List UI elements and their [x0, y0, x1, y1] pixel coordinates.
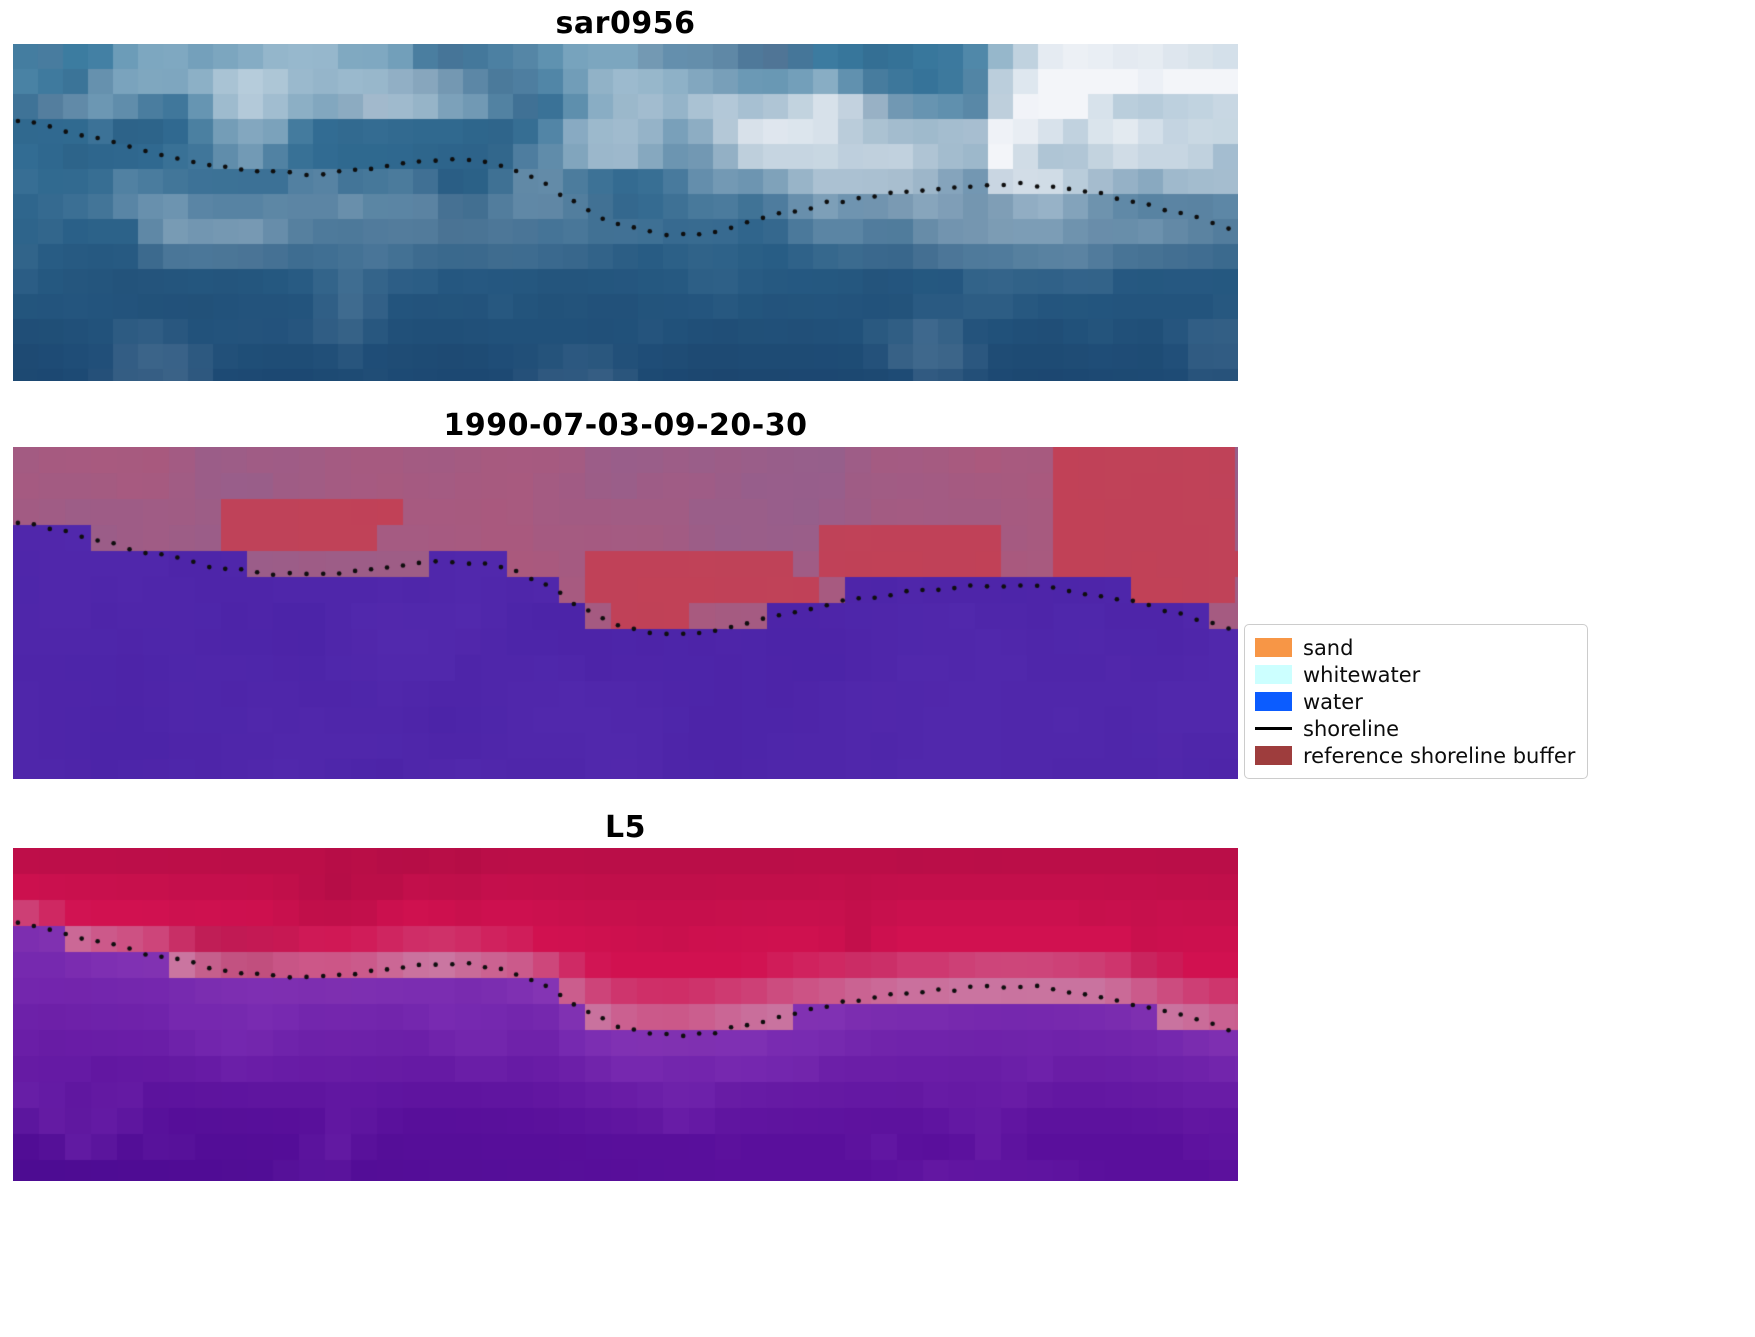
- panel-title-sar: sar0956: [555, 6, 696, 41]
- legend-item-whitewater: whitewater: [1255, 661, 1575, 688]
- legend-item-sand: sand: [1255, 634, 1575, 661]
- legend-label-reference-shoreline-buffer: reference shoreline buffer: [1303, 743, 1576, 768]
- water-swatch: [1255, 692, 1292, 711]
- whitewater-swatch: [1255, 665, 1292, 684]
- legend-label-whitewater: whitewater: [1303, 662, 1421, 687]
- panel-title-classified: 1990-07-03-09-20-30: [443, 408, 808, 443]
- legend-label-water: water: [1303, 689, 1363, 714]
- legend-item-water: water: [1255, 688, 1575, 715]
- shoreline-line-swatch: [1255, 727, 1292, 730]
- sar-image-panel: [13, 44, 1238, 381]
- legend-label-shoreline: shoreline: [1303, 716, 1400, 741]
- panel-title-l5: L5: [605, 810, 646, 845]
- legend-item-shoreline: shoreline: [1255, 715, 1575, 742]
- sand-swatch: [1255, 638, 1292, 657]
- reference-shoreline-buffer-swatch: [1255, 746, 1292, 765]
- legend-label-sand: sand: [1303, 635, 1354, 660]
- legend: sand whitewater water shoreline referenc…: [1244, 624, 1589, 779]
- legend-item-reference-shoreline-buffer: reference shoreline buffer: [1255, 742, 1575, 769]
- l5-image-panel: [13, 848, 1238, 1181]
- classified-image-panel: [13, 447, 1238, 779]
